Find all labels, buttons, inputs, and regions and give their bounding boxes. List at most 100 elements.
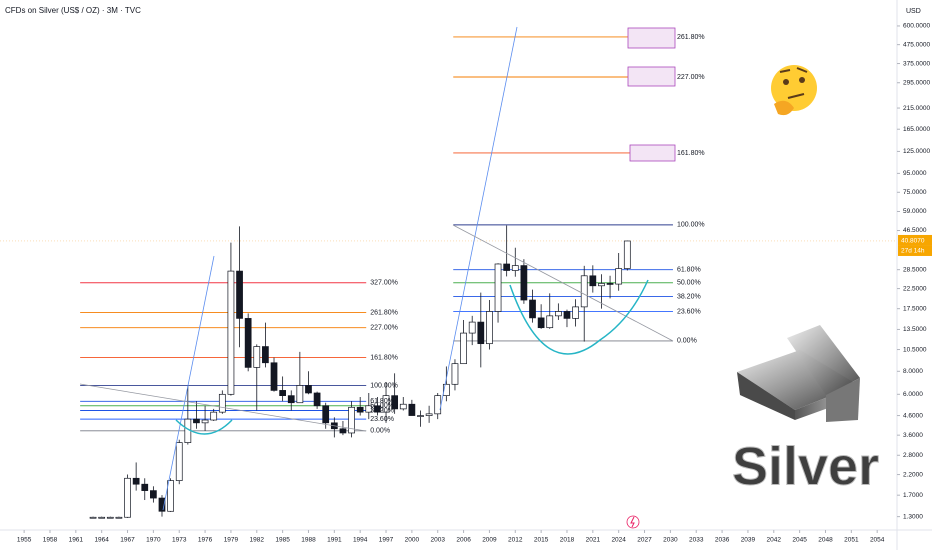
candle-body	[606, 283, 614, 285]
cup-arc	[509, 279, 649, 355]
candle-body	[425, 413, 433, 416]
y-tick-label: 2.2000	[903, 471, 923, 478]
fib-label: 23.60%	[370, 416, 394, 423]
candle-body	[598, 283, 605, 287]
x-tick-label: 1976	[198, 537, 213, 544]
candle-body	[339, 428, 347, 434]
candle-body	[244, 318, 252, 368]
x-tick-label: 1979	[224, 537, 239, 544]
candle-body	[106, 516, 114, 519]
fib-label: 61.80%	[677, 267, 701, 274]
target-box	[627, 27, 676, 49]
x-tick-label: 2036	[715, 537, 730, 544]
x-tick-label: 2045	[792, 537, 807, 544]
candle-body	[262, 346, 269, 364]
x-tick-label: 2048	[818, 537, 833, 544]
fib-label: 161.80%	[677, 150, 705, 157]
candle-body	[434, 395, 442, 415]
y-tick-label: 3.6000	[903, 432, 923, 439]
x-tick-label: 1958	[43, 537, 58, 544]
y-tick-label: 375.0000	[903, 60, 930, 67]
candle-body	[253, 346, 261, 368]
x-tick-label: 1964	[94, 537, 109, 544]
fib-label: 23.60%	[677, 308, 701, 315]
candle-body	[417, 415, 424, 417]
x-tick-label: 2051	[844, 537, 859, 544]
y-tick-label: 475.0000	[903, 41, 930, 48]
candle-body	[218, 393, 226, 413]
trend-line	[439, 26, 518, 411]
candle-body	[554, 311, 562, 317]
x-tick-label: 1961	[69, 537, 84, 544]
headline: Silver	[732, 436, 879, 496]
x-tick-label: 2039	[741, 537, 756, 544]
candle-body	[348, 406, 355, 434]
target-box	[629, 144, 676, 162]
y-tick-label: 4.6000	[903, 412, 923, 419]
candle-body	[201, 419, 209, 424]
candle-body	[167, 480, 174, 512]
fib-label: 38.20%	[370, 407, 394, 414]
candle-body	[563, 311, 571, 319]
candle-body	[305, 385, 312, 394]
y-tick-label: 10.5000	[903, 346, 927, 353]
candle-body	[365, 405, 373, 413]
y-tick-label: 46.5000	[903, 227, 927, 234]
fib-label: 227.00%	[677, 74, 705, 81]
candle-body	[279, 390, 286, 397]
x-tick-label: 2024	[611, 537, 626, 544]
x-tick-label: 1985	[275, 537, 290, 544]
x-tick-label: 2015	[534, 537, 549, 544]
countdown-label: 27d 14h	[901, 248, 925, 255]
candle-body	[451, 363, 459, 385]
x-tick-label: 2000	[405, 537, 420, 544]
x-tick-label: 1982	[250, 537, 265, 544]
fib-diagonal	[452, 224, 674, 342]
x-tick-label: 2054	[870, 537, 885, 544]
y-tick-label: 28.5000	[903, 266, 927, 273]
y-tick-label: 165.0000	[903, 126, 930, 133]
candle-body	[210, 411, 218, 421]
candle-body	[150, 490, 157, 499]
y-tick-label: 6.0000	[903, 391, 923, 398]
fib-label: 0.00%	[370, 428, 390, 435]
y-tick-label: 1.7000	[903, 492, 923, 499]
event-icon	[626, 515, 640, 529]
candle-body	[477, 321, 485, 345]
y-tick-label: 95.0000	[903, 170, 927, 177]
candle-body	[374, 405, 381, 413]
x-tick-label: 1991	[327, 537, 342, 544]
candle-body	[486, 311, 493, 345]
chart-title: CFDs on Silver (US$ / OZ) · 3M · TVC	[5, 6, 141, 15]
fib-diagonal	[79, 383, 367, 432]
candle-body	[287, 395, 295, 404]
x-tick-label: 2030	[663, 537, 678, 544]
silver-bars-illustration	[737, 325, 860, 422]
candle-body	[623, 240, 631, 269]
candle-body	[322, 405, 330, 424]
target-box	[627, 66, 676, 87]
fib-label: 100.00%	[370, 382, 398, 389]
y-tick-label: 125.0000	[903, 148, 930, 155]
candle-body	[141, 483, 149, 491]
candle-body	[589, 275, 597, 287]
fib-label: 38.20%	[677, 293, 701, 300]
y-tick-label: 17.5000	[903, 305, 927, 312]
candle-body	[572, 306, 579, 319]
candle-body	[98, 516, 106, 519]
candle-body	[580, 275, 588, 308]
x-tick-label: 2003	[430, 537, 445, 544]
candle-body	[313, 392, 321, 407]
candle-body	[442, 383, 450, 397]
y-tick-label: 2.8000	[903, 452, 923, 459]
x-tick-label: 2033	[689, 537, 704, 544]
countdown-badge	[898, 245, 932, 256]
candle-body	[132, 477, 140, 485]
y-tick-label: 1.3000	[903, 513, 923, 520]
candle-body	[236, 270, 243, 319]
candle-body	[382, 395, 390, 413]
x-tick-label: 1955	[17, 537, 32, 544]
y-tick-label: 22.5000	[903, 285, 927, 292]
x-tick-label: 2018	[560, 537, 575, 544]
